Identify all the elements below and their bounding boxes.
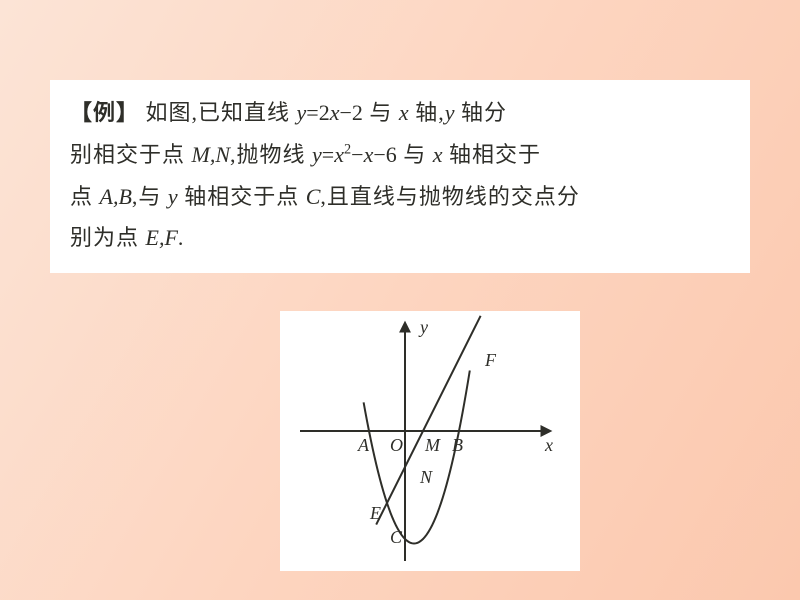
coordinate-chart: y x OA MBN EC F bbox=[280, 311, 580, 571]
t3c: 轴相交于点 bbox=[178, 184, 306, 209]
svg-text:C: C bbox=[390, 527, 403, 547]
problem-text: 【例】 如图,已知直线 y=2x−2 与 x 轴,y 轴分 别相交于点 M,N,… bbox=[50, 80, 750, 273]
y2: y bbox=[168, 184, 178, 209]
t3d: ,且直线与抛物线的交点分 bbox=[320, 184, 580, 209]
t2c: 与 bbox=[397, 142, 433, 167]
pt-c: C bbox=[306, 184, 321, 209]
svg-text:N: N bbox=[419, 467, 433, 487]
svg-text:A: A bbox=[357, 435, 370, 455]
eq-para: y=x2−x−6 bbox=[312, 142, 397, 167]
t1a: 如图,已知直线 bbox=[139, 100, 297, 125]
t1c: 轴, bbox=[409, 100, 445, 125]
svg-text:M: M bbox=[424, 435, 441, 455]
svg-text:y: y bbox=[418, 317, 428, 337]
svg-text:x: x bbox=[544, 435, 553, 455]
example-label: 【例】 bbox=[70, 100, 139, 125]
pts-mn: M,N bbox=[192, 142, 231, 167]
t2b: ,抛物线 bbox=[230, 142, 312, 167]
svg-text:O: O bbox=[390, 435, 403, 455]
t3b: ,与 bbox=[132, 184, 168, 209]
x1: x bbox=[399, 100, 409, 125]
pts-ab: A,B bbox=[100, 184, 132, 209]
svg-text:F: F bbox=[484, 350, 497, 370]
t4a: 别为点 bbox=[70, 225, 146, 250]
t1d: 轴分 bbox=[454, 100, 507, 125]
eq-line: y=2x−2 bbox=[297, 100, 363, 125]
svg-text:B: B bbox=[452, 435, 463, 455]
t3a: 点 bbox=[70, 184, 100, 209]
y1: y bbox=[445, 100, 455, 125]
t1b: 与 bbox=[363, 100, 399, 125]
t4b: . bbox=[178, 225, 185, 250]
svg-text:E: E bbox=[369, 503, 381, 523]
figure-panel: y x OA MBN EC F bbox=[280, 311, 580, 571]
t2a: 别相交于点 bbox=[70, 142, 192, 167]
t2d: 轴相交于 bbox=[443, 142, 542, 167]
x2: x bbox=[433, 142, 443, 167]
pts-ef: E,F bbox=[146, 225, 178, 250]
